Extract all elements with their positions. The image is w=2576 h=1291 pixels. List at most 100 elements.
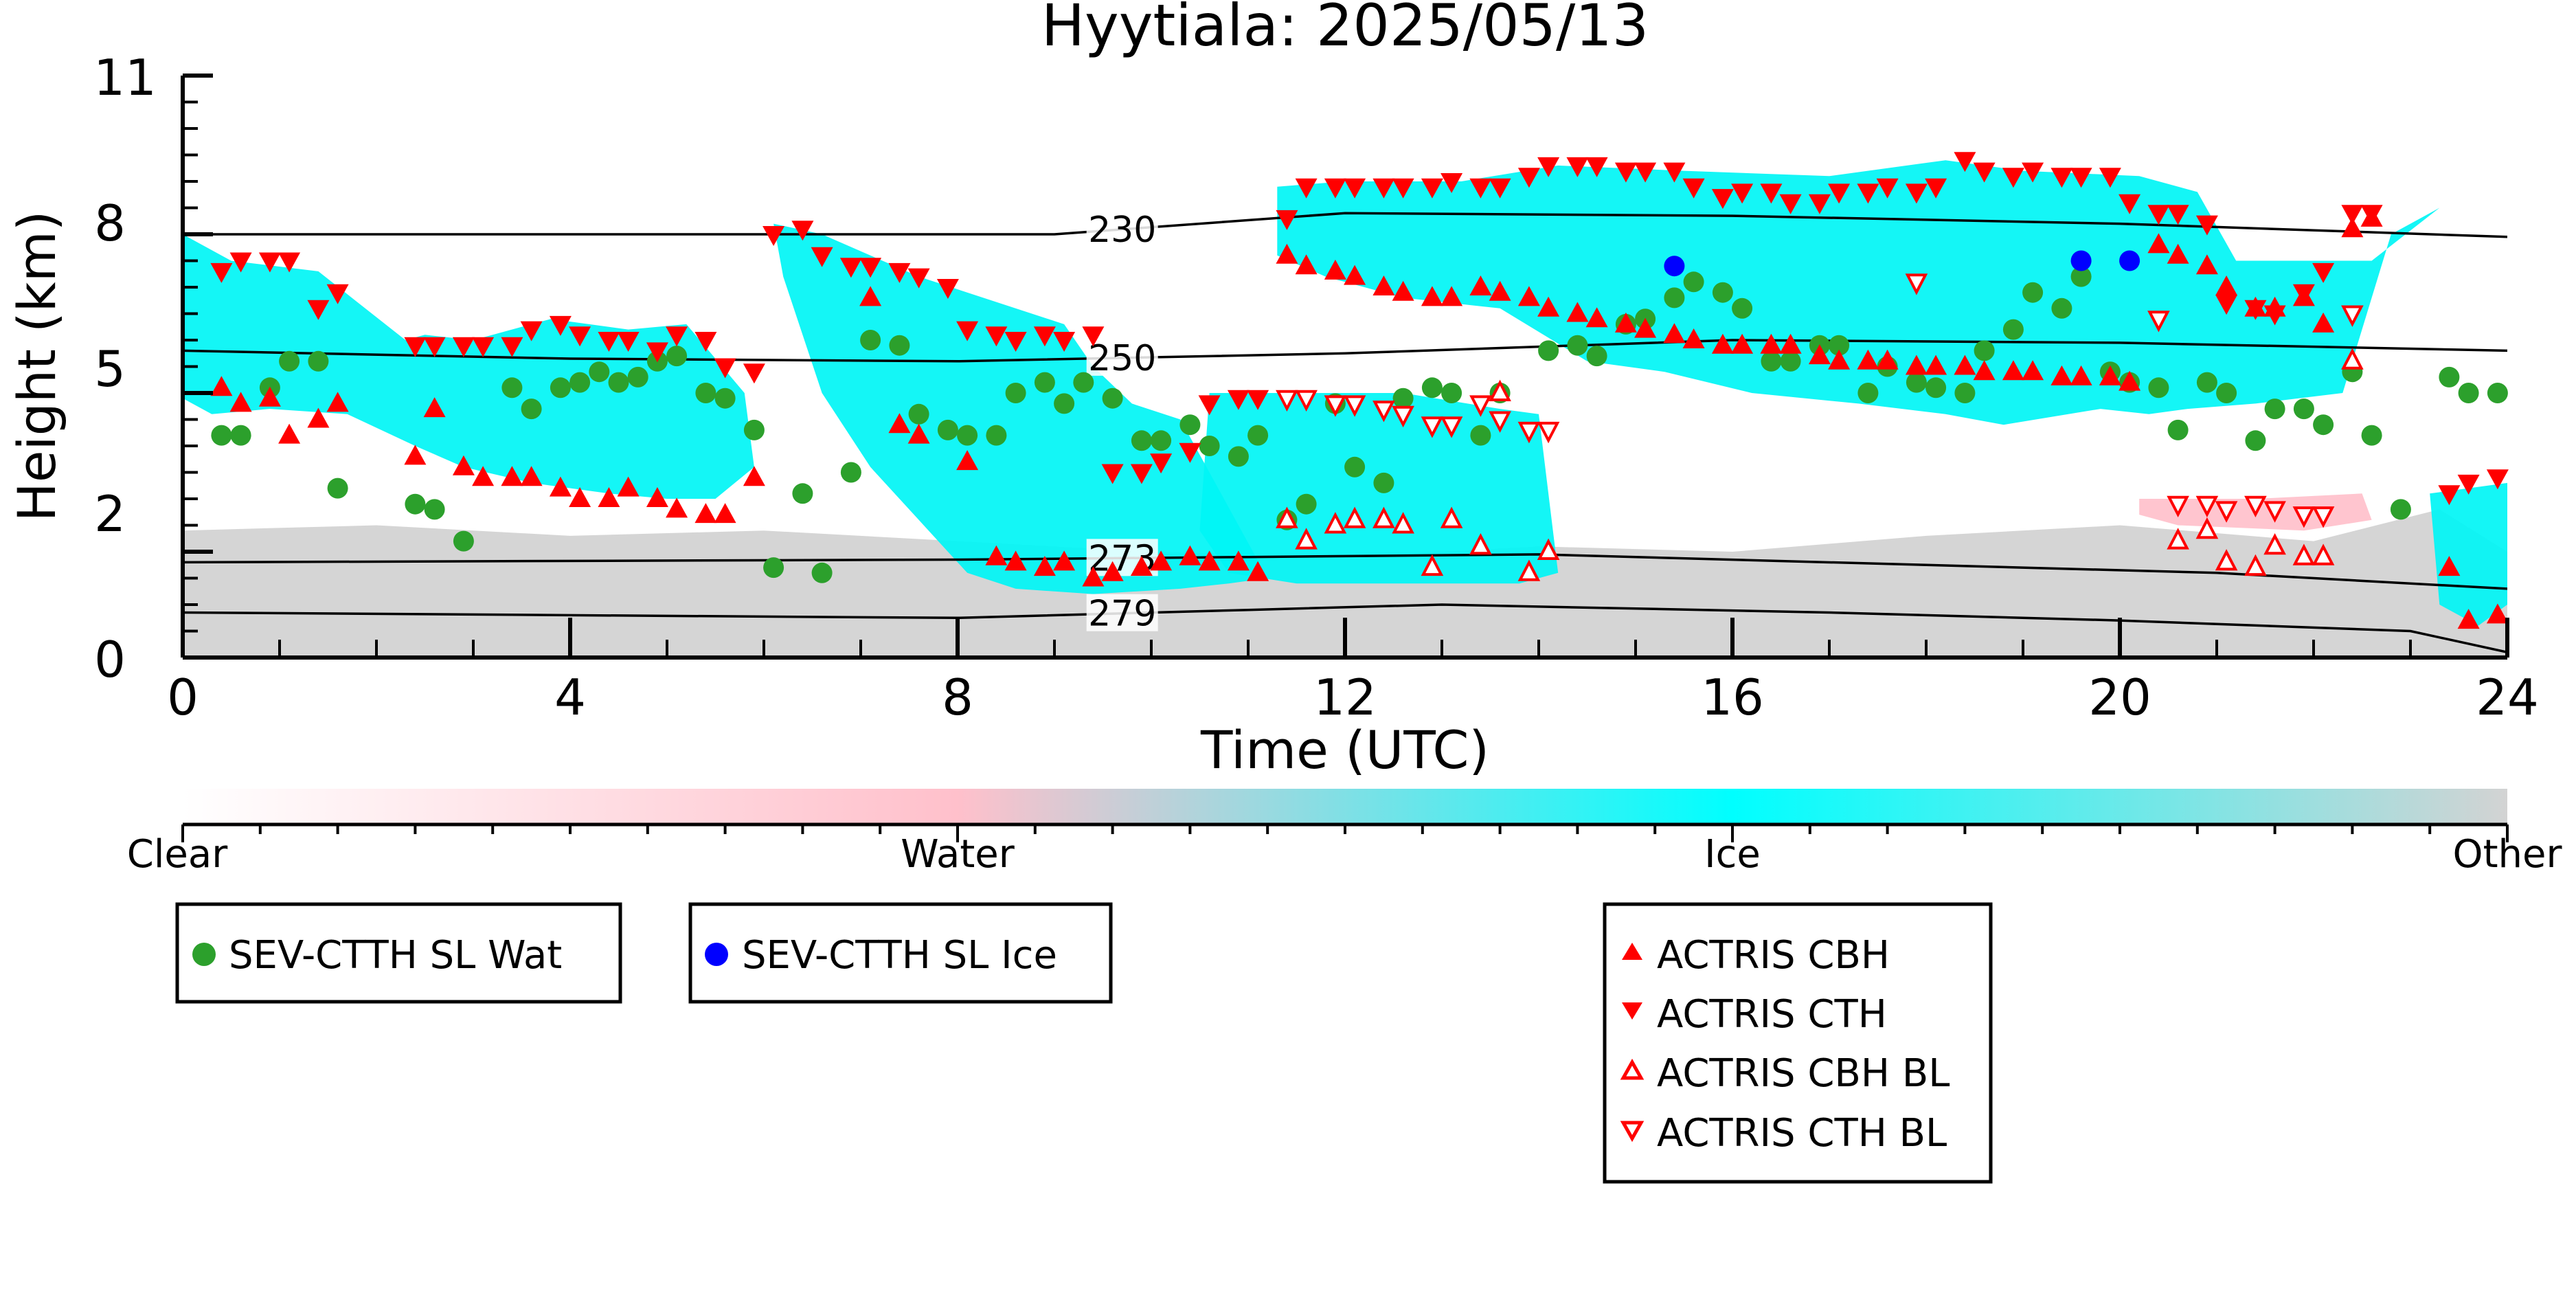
data-point-actris-cbh — [452, 455, 475, 475]
colorbar-label-water: Water — [901, 832, 1015, 877]
data-point-actris-cth-bl — [1537, 421, 1560, 444]
legend-label-sev-ice: SEV-CTTH SL Ice — [742, 933, 1057, 978]
data-point-sev-ctth-sl-wat — [2070, 266, 2092, 287]
data-point-actris-cbh — [210, 376, 233, 396]
isotherm-label-230: 230 — [1088, 210, 1156, 251]
data-point-actris-cth — [1276, 210, 1298, 230]
data-point-actris-cbh — [617, 476, 640, 497]
data-point-actris-cbh — [278, 423, 301, 444]
legend-label-actris-cbh: ACTRIS CBH — [1657, 933, 1890, 978]
data-point-actris-cbh — [569, 487, 591, 507]
data-point-actris-cbh — [229, 392, 252, 412]
data-point-actris-cth — [1324, 178, 1346, 199]
data-point-actris-cth — [1634, 162, 1657, 183]
data-point-actris-cth — [839, 258, 862, 278]
series-actris-cth — [210, 152, 2509, 506]
data-point-actris-cth — [1876, 178, 1899, 199]
data-point-actris-cbh — [404, 445, 427, 465]
data-point-actris-cth — [1440, 173, 1463, 193]
legend-label-sev-wat: SEV-CTTH SL Wat — [229, 933, 562, 978]
data-point-sev-ctth-sl-wat — [743, 419, 765, 440]
data-point-sev-ctth-sl-wat — [1712, 282, 1733, 303]
data-point-actris-cth — [646, 342, 668, 363]
data-point-actris-cth — [210, 262, 233, 283]
data-point-actris-cth — [1179, 442, 1201, 463]
data-point-actris-cbh — [2119, 370, 2141, 391]
data-point-actris-cth — [1663, 162, 1686, 183]
data-point-sev-ctth-sl-wat — [2002, 319, 2024, 340]
data-point-actris-cth — [452, 337, 475, 357]
data-point-actris-cbh — [2312, 312, 2335, 333]
data-point-sev-ctth-sl-wat — [230, 425, 251, 446]
data-point-actris-cth — [1857, 183, 1879, 204]
data-point-actris-cbh — [1585, 307, 1608, 328]
data-point-sev-ctth-sl-wat — [666, 346, 688, 367]
x-tick-label: 16 — [1701, 669, 1764, 726]
data-point-actris-cth-bl — [2312, 506, 2335, 528]
data-point-sev-ctth-sl-wat — [1954, 383, 1976, 403]
isotherm-label-bg — [1086, 210, 1158, 247]
data-point-actris-cth — [666, 326, 688, 347]
data-point-actris-cbh — [888, 413, 911, 434]
data-point-sev-ctth-sl-wat — [957, 425, 978, 446]
data-point-sev-ctth-sl-wat — [1228, 446, 1249, 467]
legend-box — [688, 902, 1113, 1004]
data-point-actris-cth — [2360, 205, 2383, 225]
data-point-sev-ctth-sl-wat — [860, 330, 881, 350]
legend-marker-actris-cth-bl — [1620, 1121, 1645, 1143]
data-point-sev-ctth-sl-wat — [1567, 335, 1588, 356]
data-point-actris-cbh-bl — [2167, 528, 2189, 550]
data-point-actris-cbh — [1469, 276, 1492, 295]
data-point-actris-cth — [1517, 168, 1540, 188]
data-point-actris-cth — [811, 247, 833, 267]
y-tick-label: 5 — [94, 340, 126, 398]
x-tick-label: 8 — [942, 669, 973, 726]
isotherm-label-279: 279 — [1088, 594, 1156, 635]
data-point-sev-ctth-sl-wat — [1151, 430, 1172, 451]
y-tick-label: 2 — [94, 485, 126, 543]
data-point-actris-cth-bl — [1295, 390, 1318, 412]
data-point-actris-cth — [229, 252, 252, 273]
isotherm-label-bg — [1086, 594, 1158, 631]
data-point-actris-cbh — [1082, 566, 1105, 587]
data-point-sev-ctth-sl-wat — [405, 493, 426, 515]
data-point-actris-cth — [2099, 168, 2121, 188]
data-point-actris-cth — [1469, 178, 1492, 199]
data-point-sev-ctth-sl-wat — [2390, 499, 2411, 520]
data-point-sev-ctth-sl-wat — [1392, 388, 1414, 409]
data-point-actris-cth-bl — [2215, 501, 2238, 523]
data-point-actris-cbh — [307, 407, 330, 428]
data-point-actris-cth — [2002, 168, 2024, 188]
data-point-sev-ctth-sl-wat — [308, 350, 329, 372]
cloud-region-ice — [1277, 160, 2440, 425]
data-point-actris-cbh — [1489, 280, 1511, 301]
data-point-actris-cth — [326, 284, 349, 304]
data-point-actris-cth — [2070, 168, 2092, 188]
data-point-sev-ctth-sl-wat — [1470, 425, 1491, 446]
data-point-actris-cbh — [714, 503, 736, 524]
data-point-actris-cth — [1033, 326, 1056, 347]
data-point-actris-cbh-bl — [1440, 506, 1463, 528]
data-point-actris-cbh — [1517, 286, 1540, 306]
data-point-actris-cth — [549, 315, 572, 336]
data-point-actris-cth — [598, 332, 620, 352]
data-point-actris-cth — [617, 332, 640, 352]
data-point-actris-cth — [2244, 300, 2267, 320]
data-point-actris-cbh — [258, 386, 281, 407]
data-point-actris-cth-bl — [1421, 416, 1444, 438]
data-point-actris-cth — [258, 252, 281, 273]
data-point-actris-cth — [404, 337, 427, 357]
data-point-sev-ctth-sl-wat — [1247, 425, 1269, 446]
x-tick-label: 0 — [167, 669, 199, 726]
data-point-actris-cbh — [2438, 556, 2461, 576]
isotherm-label-250: 250 — [1088, 338, 1156, 379]
data-point-sev-ctth-sl-wat — [2167, 419, 2189, 440]
data-point-actris-cbh — [520, 466, 543, 486]
data-point-actris-cbh — [472, 466, 495, 486]
data-point-actris-cth — [2119, 194, 2141, 214]
data-point-sev-ctth-sl-wat — [1906, 372, 1927, 393]
data-point-sev-ctth-sl-wat — [2051, 298, 2072, 319]
data-point-actris-cth — [1760, 183, 1783, 204]
